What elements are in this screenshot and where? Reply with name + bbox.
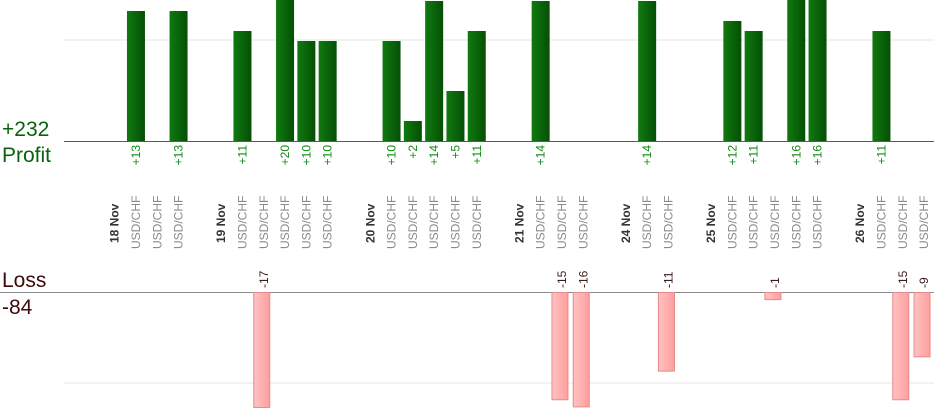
symbol-label: USD/CHF — [299, 196, 313, 249]
loss-value-label: -11 — [661, 271, 675, 288]
loss-total: -84 — [2, 296, 33, 319]
date-label: 19 Nov — [214, 203, 228, 243]
symbol-label: USD/CHF — [385, 196, 399, 249]
profit-value-label: +12 — [725, 145, 739, 166]
symbol-label: USD/CHF — [172, 196, 186, 249]
symbol-label: USD/CHF — [257, 196, 271, 249]
date-label: 24 Nov — [619, 203, 633, 243]
symbol-label: USD/CHF — [661, 196, 675, 249]
symbol-label: USD/CHF — [129, 196, 143, 249]
date-label: 26 Nov — [853, 203, 867, 243]
profit-value-label: +11 — [747, 145, 761, 165]
labels-layer: 18 Nov USD/CHF +13 USD/CHF USD/CHF +13 19 Nov U… — [108, 145, 931, 288]
profit-value-label: +10 — [321, 145, 335, 166]
profit-bar — [276, 0, 295, 141]
profit-bar — [233, 31, 252, 141]
profit-value-label: +11 — [235, 145, 249, 165]
profit-bar — [531, 1, 550, 141]
loss-value-label: -16 — [576, 270, 590, 288]
symbol-label: USD/CHF — [427, 196, 441, 249]
profit-bar — [744, 31, 763, 141]
symbol-label: USD/CHF — [789, 196, 803, 249]
symbol-label: USD/CHF — [917, 196, 931, 249]
profit-bar — [638, 1, 657, 141]
loss-value-label: -17 — [257, 270, 271, 288]
loss-value-label: -1 — [768, 277, 782, 288]
loss-label: Loss — [2, 269, 47, 292]
profit-bar — [403, 121, 422, 141]
loss-bar — [253, 292, 271, 408]
profit-value-label: +14 — [427, 145, 441, 166]
profit-bar — [126, 11, 145, 141]
profit-bar — [169, 11, 188, 141]
loss-bar — [764, 292, 782, 301]
date-label: 20 Nov — [363, 203, 377, 243]
profit-value-label: +2 — [406, 145, 420, 159]
profit-bar — [723, 21, 742, 141]
symbol-label: USD/CHF — [747, 196, 761, 249]
loss-value-label: -15 — [555, 270, 569, 288]
symbol-label: USD/CHF — [534, 196, 548, 249]
symbol-label: USD/CHF — [874, 196, 888, 249]
symbol-label: USD/CHF — [278, 196, 292, 249]
loss-value-label: -9 — [917, 277, 931, 288]
date-label: 25 Nov — [704, 203, 718, 243]
symbol-label: USD/CHF — [640, 196, 654, 249]
profit-value-label: +13 — [172, 145, 186, 166]
loss-bar — [913, 292, 931, 358]
profit-bar — [297, 41, 316, 141]
profit-value-label: +5 — [448, 145, 462, 159]
profit-total: +232 — [2, 118, 50, 141]
profit-value-label: +11 — [874, 145, 888, 165]
profit-bar — [808, 0, 827, 141]
profit-bar — [446, 91, 465, 141]
profit-value-label: +13 — [129, 145, 143, 166]
loss-value-label: -15 — [896, 270, 910, 288]
profit-bar — [787, 0, 806, 141]
date-label: 21 Nov — [512, 203, 526, 243]
profit-bar — [467, 31, 486, 141]
profit-value-label: +14 — [534, 145, 548, 166]
profit-value-label: +10 — [385, 145, 399, 166]
symbol-label: USD/CHF — [896, 196, 910, 249]
symbol-label: USD/CHF — [150, 196, 164, 249]
symbol-label: USD/CHF — [235, 196, 249, 249]
symbol-label: USD/CHF — [576, 196, 590, 249]
symbol-label: USD/CHF — [448, 196, 462, 249]
profit-bar — [425, 1, 444, 141]
symbol-label: USD/CHF — [555, 196, 569, 249]
loss-bar — [551, 292, 569, 401]
profit-label: Profit — [2, 144, 52, 167]
profit-bar — [872, 31, 891, 141]
profit-value-label: +16 — [789, 145, 803, 166]
date-label: 18 Nov — [108, 203, 122, 243]
symbol-label: USD/CHF — [725, 196, 739, 249]
profit-value-label: +10 — [299, 145, 313, 166]
loss-bar — [892, 292, 910, 401]
symbol-label: USD/CHF — [321, 196, 335, 249]
profit-bar — [318, 41, 337, 141]
bars-layer — [126, 0, 931, 408]
profit-value-label: +16 — [811, 145, 825, 166]
symbol-label: USD/CHF — [811, 196, 825, 249]
symbol-label: USD/CHF — [406, 196, 420, 249]
profit-value-label: +14 — [640, 145, 654, 166]
profit-bar — [382, 41, 401, 141]
loss-bar — [657, 292, 675, 372]
profit-value-label: +20 — [278, 145, 292, 166]
profit-value-label: +11 — [470, 145, 484, 165]
symbol-label: USD/CHF — [470, 196, 484, 249]
symbol-label: USD/CHF — [768, 196, 782, 249]
loss-bar — [572, 292, 590, 408]
